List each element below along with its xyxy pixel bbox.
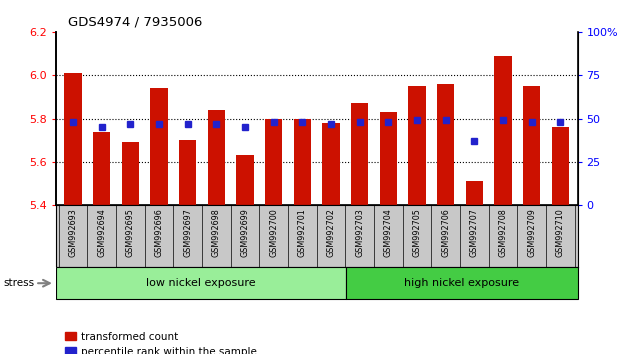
Bar (56, 267, 346, 299)
Text: GSM992707: GSM992707 (470, 209, 479, 257)
Text: GSM992693: GSM992693 (68, 209, 78, 257)
Bar (466, 182, 483, 205)
Bar (237, 155, 253, 205)
Bar (122, 142, 139, 205)
Bar (265, 119, 283, 205)
Bar (322, 123, 340, 205)
Bar (208, 110, 225, 205)
Bar (294, 119, 311, 205)
Bar (409, 86, 425, 205)
Text: GSM992701: GSM992701 (298, 209, 307, 257)
Bar (494, 56, 512, 205)
Bar (380, 112, 397, 205)
Text: GSM992705: GSM992705 (412, 209, 422, 257)
Text: low nickel exposure: low nickel exposure (146, 278, 256, 288)
Text: GSM992704: GSM992704 (384, 209, 393, 257)
Text: GSM992698: GSM992698 (212, 209, 221, 257)
Text: GSM992695: GSM992695 (126, 209, 135, 257)
Bar (179, 140, 196, 205)
Bar (551, 127, 569, 205)
Bar (65, 73, 82, 205)
Text: GSM992696: GSM992696 (155, 209, 163, 257)
Text: GDS4974 / 7935006: GDS4974 / 7935006 (68, 16, 202, 29)
Text: GSM992706: GSM992706 (441, 209, 450, 257)
Bar (523, 86, 540, 205)
Text: high nickel exposure: high nickel exposure (404, 278, 519, 288)
Text: GSM992709: GSM992709 (527, 209, 536, 257)
Bar (351, 103, 368, 205)
Bar (437, 84, 455, 205)
Text: stress: stress (3, 278, 34, 288)
Text: GSM992697: GSM992697 (183, 209, 193, 257)
Text: GSM992702: GSM992702 (327, 209, 335, 257)
Text: GSM992694: GSM992694 (97, 209, 106, 257)
Text: GSM992700: GSM992700 (270, 209, 278, 257)
Bar (93, 132, 111, 205)
Text: GSM992710: GSM992710 (556, 209, 565, 257)
Bar (346, 267, 578, 299)
Text: GSM992708: GSM992708 (499, 209, 507, 257)
Legend: transformed count, percentile rank within the sample: transformed count, percentile rank withi… (61, 327, 261, 354)
Text: GSM992703: GSM992703 (355, 209, 364, 257)
Text: GSM992699: GSM992699 (240, 209, 250, 257)
Bar (150, 88, 168, 205)
